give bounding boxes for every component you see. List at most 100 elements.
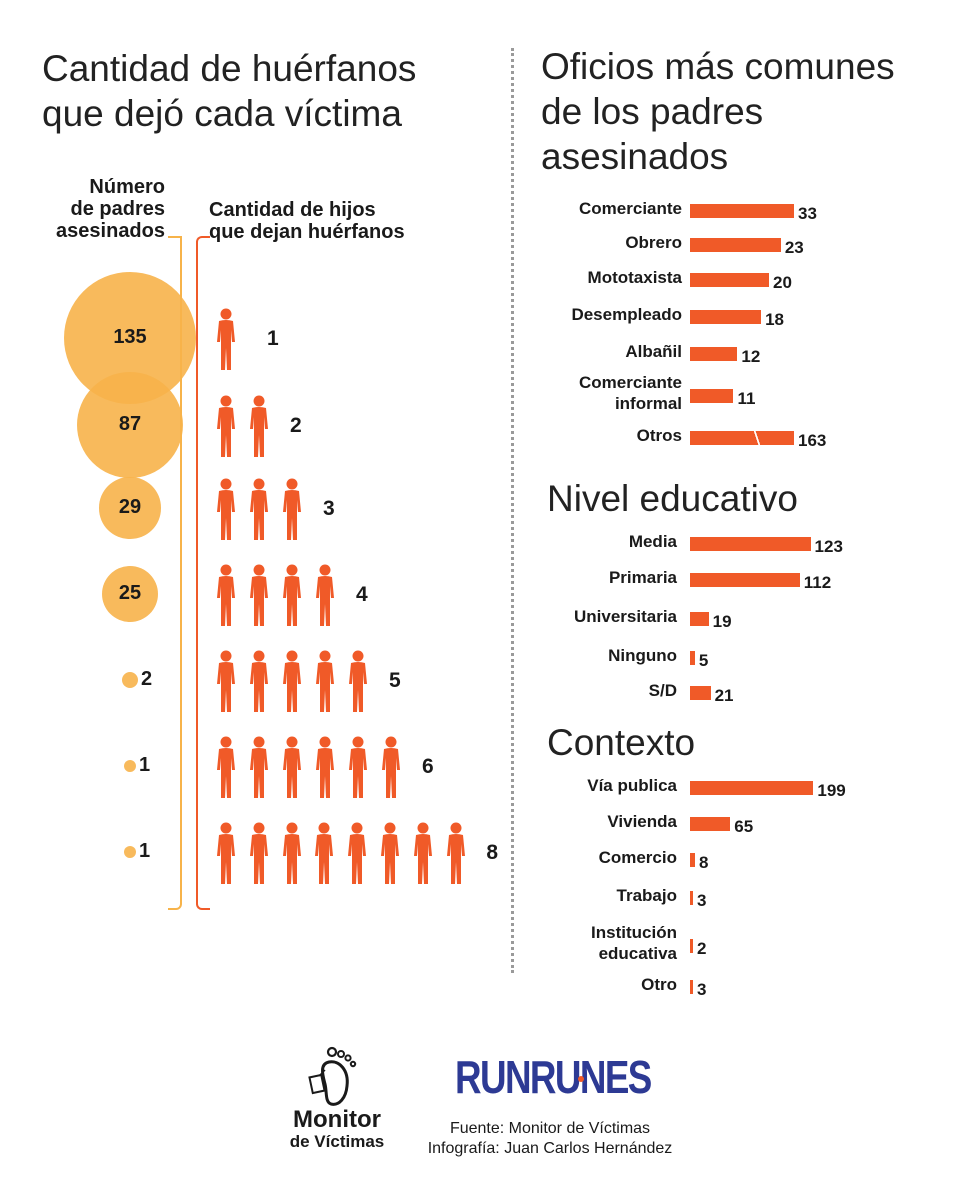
bar-value: 163 [798,431,827,450]
bar [690,204,794,218]
child-icon [283,650,301,712]
bar-label: Universitaria [574,606,677,626]
child-icon [381,822,399,884]
child-icon [349,650,367,712]
child-icon [316,564,334,626]
bar-label: Ninguno [608,645,677,665]
parents-bubble [124,846,136,858]
children-value: 1 [267,327,279,350]
parents-value: 29 [118,496,142,518]
child-icon [349,736,367,798]
bar-label: Comercio [598,847,677,867]
parents-bubble [99,477,161,539]
child-icon [217,736,235,798]
bar-label: Institución educativa [591,923,677,963]
child-icon [250,736,268,798]
child-icon [250,564,268,626]
bar [690,273,769,287]
bar-label: Trabajo [616,885,677,905]
bar-value: 20 [773,273,792,292]
child-icon [217,395,235,457]
column-divider [511,48,514,973]
bar-label: Otro [641,974,677,994]
children-value: 8 [486,841,499,864]
children-value: 6 [422,755,434,778]
child-icon [316,650,334,712]
children-value: 3 [323,497,335,520]
child-icon [217,478,235,540]
child-icon [217,650,235,712]
parents-bubble [101,565,159,623]
parents-value: 87 [118,413,142,435]
child-icon [250,478,268,540]
children-value: 4 [356,583,368,606]
nivel-title: Nivel educativo [547,478,798,519]
bar-value: 23 [784,238,804,257]
parents-bubble [77,372,183,478]
bar-label: S/D [648,680,677,700]
children-label: Cantidad de hijos que dejan huérfanos [209,199,405,243]
bar-value: 11 [737,389,756,408]
footprint-logo-icon [305,1046,365,1108]
bar-label: Vía publica [587,775,677,795]
child-icon [382,736,400,798]
child-icon [217,564,235,626]
bar [690,939,693,953]
children-value: 2 [290,414,302,437]
contexto-title: Contexto [547,722,696,763]
child-icon [282,822,301,884]
bar-value: 5 [698,651,709,670]
child-icon [250,395,268,457]
parents-label: Número de padres asesinados [56,176,165,242]
oficios-title: Oficios más comunes de los padres asesin… [541,46,895,177]
bar-label: Comerciante [579,198,682,218]
child-icon [249,822,268,884]
parents-value: 2 [141,668,153,690]
bar-value: 18 [765,310,785,329]
bar-value: 199 [817,781,846,800]
bar-label: Obrero [625,232,682,252]
footer: Fuente: Monitor de Víctimas Infografía: … [427,1120,673,1157]
bar [690,573,800,587]
bar [690,980,693,994]
runrunes-dot [578,1076,584,1082]
bar-break-mark [754,429,761,447]
children-value: 5 [389,669,401,692]
bar-label: Media [628,531,677,551]
parents-bubble [124,760,136,772]
bar [690,686,711,700]
parents-value: 25 [118,582,142,604]
bar-value: 123 [814,537,843,556]
bar [690,651,695,665]
bar-value: 2 [697,939,707,958]
bar-label: Primaria [608,567,677,587]
child-icon [413,822,432,884]
bar-label: Otros [636,425,682,445]
bar [690,537,811,551]
parents-value: 1 [139,840,151,862]
child-icon [283,564,301,626]
child-icon [250,650,268,712]
child-icon [446,822,465,884]
bar-label: Desempleado [571,304,682,324]
bar-label: Albañil [625,341,682,361]
bar [690,817,731,831]
bar-label: Mototaxista [587,267,682,287]
bar-value: 65 [734,817,754,836]
bar-value: 3 [697,891,707,910]
child-icon [217,822,235,884]
children-bracket [196,236,210,910]
bar-value: 33 [798,204,817,223]
runrunes-logo: RUNRUNES [455,1051,652,1103]
bar-label: Comerciante informal [579,373,682,413]
bar-value: 21 [714,686,734,705]
parents-bubble [121,671,139,689]
bar [690,781,814,795]
child-icon [283,736,301,798]
bar-value: 3 [697,980,707,999]
parents-bracket [168,236,182,910]
child-icon [283,478,301,540]
bar-value: 12 [741,347,761,366]
bar [690,238,781,252]
parents-value: 1 [139,754,151,776]
